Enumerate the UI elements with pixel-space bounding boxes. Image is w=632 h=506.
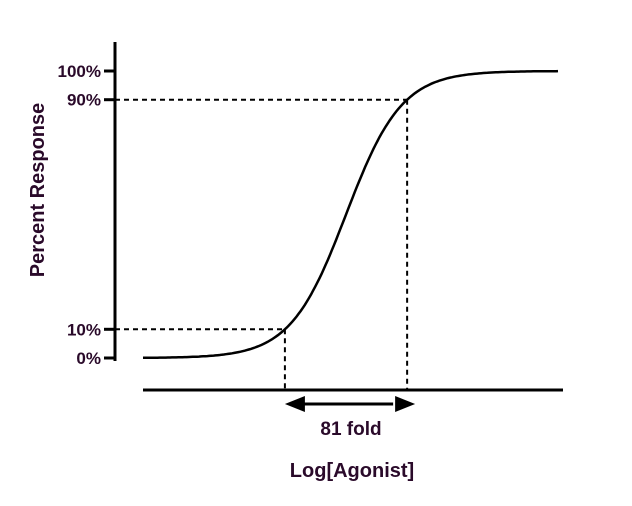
fold-arrow (284, 396, 416, 412)
fold-annotation: 81 fold (320, 419, 381, 440)
response-curve (143, 69, 559, 360)
y-axis-title: Percent Response (27, 103, 49, 278)
y-tick-label: 0% (76, 349, 101, 368)
arrow-head-left (284, 396, 305, 412)
y-tick-label: 100% (58, 62, 101, 81)
y-tick-label: 90% (67, 91, 101, 110)
y-tick-label: 10% (67, 320, 101, 339)
x-axis-title: Log[Agonist] (290, 460, 414, 482)
arrow-head-right (395, 396, 416, 412)
